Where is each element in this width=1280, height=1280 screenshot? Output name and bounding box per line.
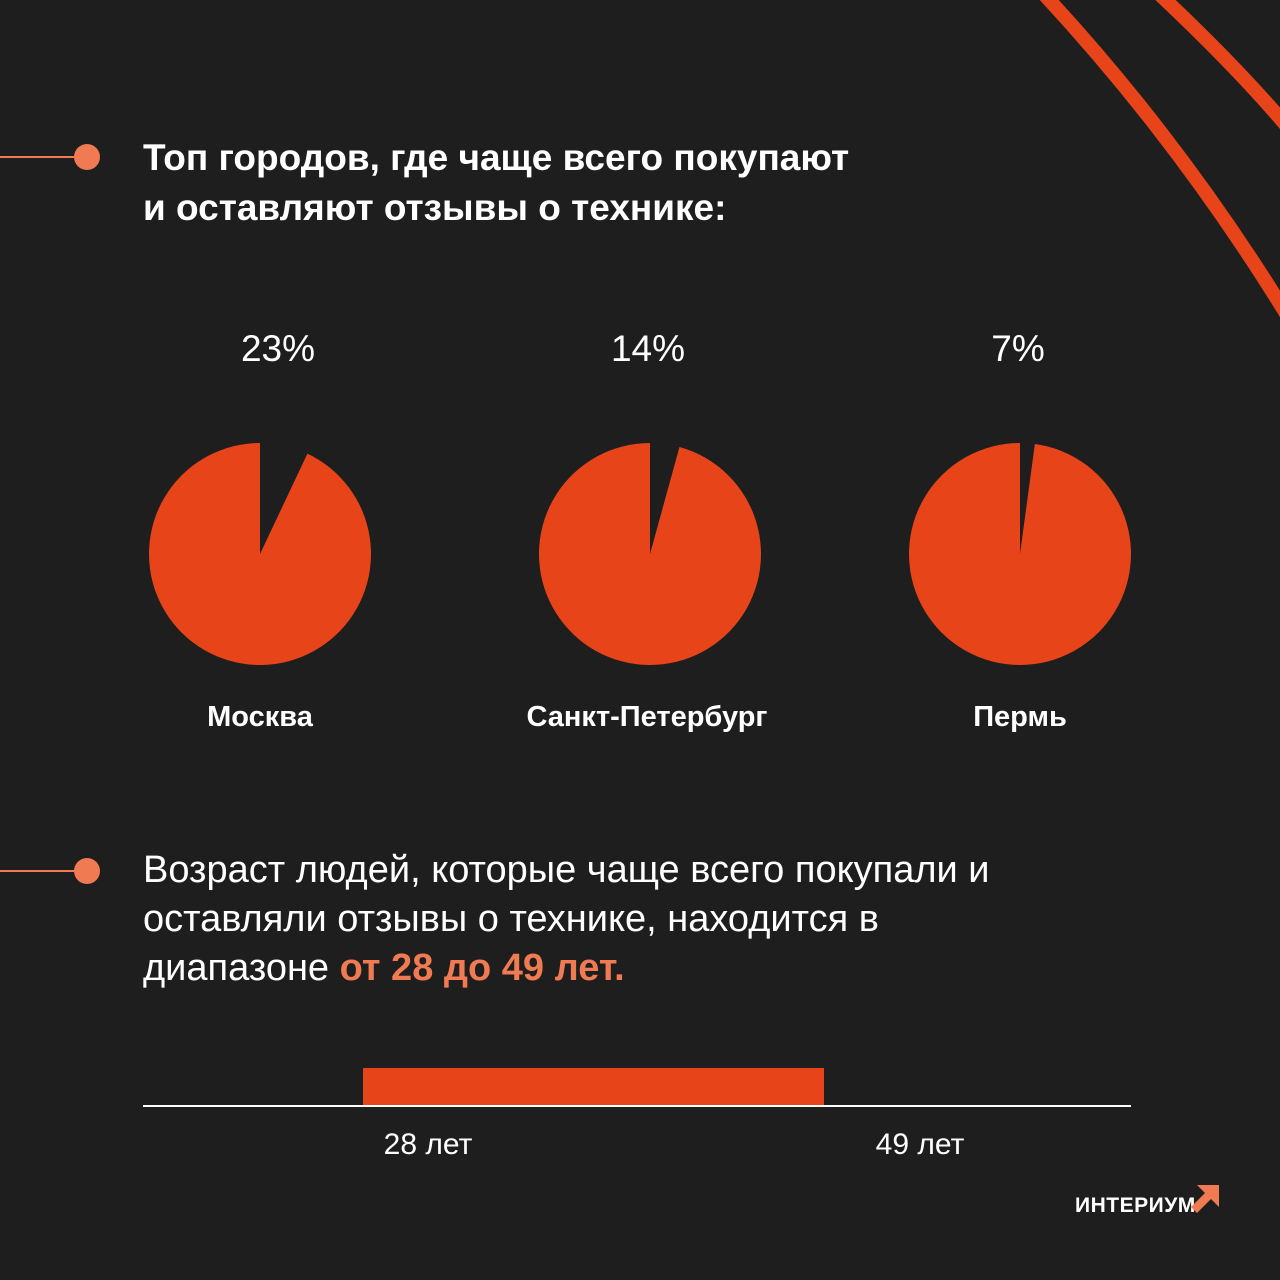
age-range-end-label: 49 лет <box>875 1128 965 1161</box>
bullet-line <box>0 156 76 158</box>
pie-percent-moscow: 23% <box>240 328 316 369</box>
section1-title-line1: Топ городов, где чаще всего покупают <box>143 137 850 178</box>
bullet-dot <box>74 858 100 884</box>
city-label-perm: Пермь <box>973 701 1067 733</box>
age-description: Возраст людей, которые чаще всего покупа… <box>143 846 1143 993</box>
pie-percent-spb: 14% <box>610 328 686 369</box>
section2-bullet <box>0 856 100 886</box>
section1-title: Топ городов, где чаще всего покупают и о… <box>143 133 1103 233</box>
arrow-up-right-icon <box>1191 1185 1219 1213</box>
pie-chart-moscow <box>148 443 371 665</box>
age-text-prefix: диапазоне <box>143 947 340 989</box>
pie-slice <box>148 443 371 665</box>
pie-chart-perm <box>909 443 1132 665</box>
age-range-bar <box>362 1068 824 1106</box>
logo-text: ИНТЕРИУМ <box>1075 1194 1196 1217</box>
pie-chart-spb <box>538 443 761 665</box>
bullet-dot <box>74 144 100 170</box>
logo: ИНТЕРИУМ <box>1075 1183 1225 1223</box>
age-range-start-label: 28 лет <box>383 1128 473 1161</box>
age-text-line1: Возраст людей, которые чаще всего покупа… <box>143 849 990 891</box>
age-range-highlight: от 28 до 49 лет. <box>339 947 625 989</box>
city-label-moscow: Москва <box>207 701 313 733</box>
age-range-chart <box>143 1068 1131 1108</box>
age-range-baseline <box>143 1105 1131 1107</box>
pie-slice <box>909 443 1132 665</box>
pie-slice <box>538 443 761 665</box>
pie-percent-perm: 7% <box>991 328 1045 369</box>
city-label-spb: Санкт-Петербург <box>526 701 768 733</box>
section1-bullet <box>0 142 100 172</box>
age-text-line2: оставляли отзывы о технике, находится в <box>143 898 879 940</box>
age-text-line3: диапазоне от 28 до 49 лет. <box>143 944 1143 993</box>
bullet-line <box>0 870 76 872</box>
section1-title-line2: и оставляют отзывы о технике: <box>143 187 727 228</box>
